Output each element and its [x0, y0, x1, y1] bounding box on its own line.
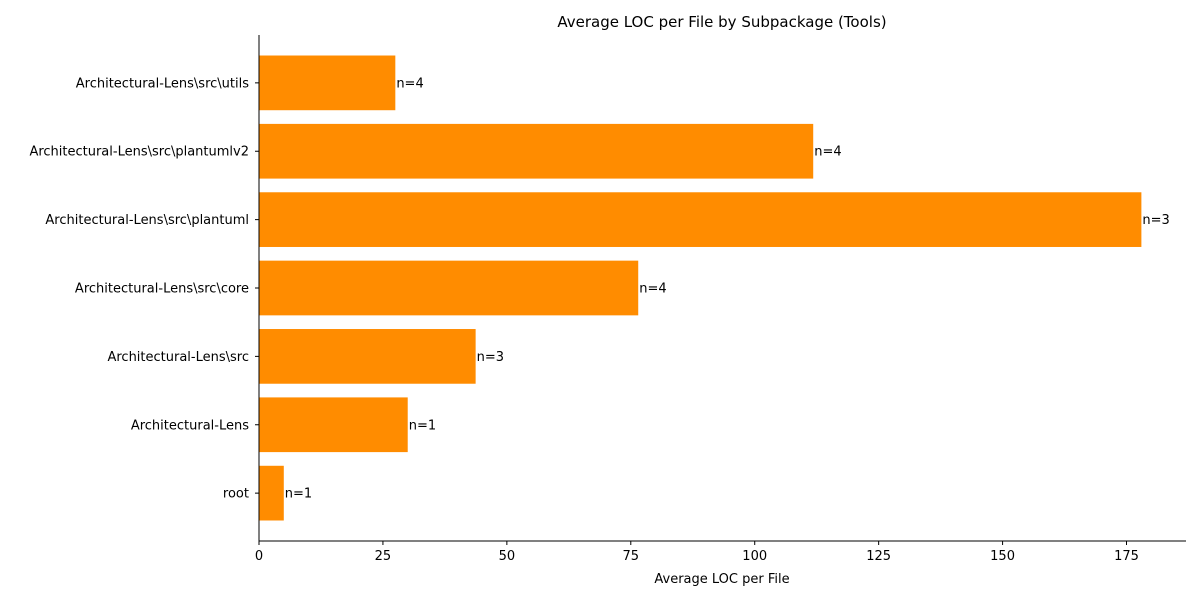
x-axis-label: Average LOC per File — [654, 572, 789, 587]
x-tick-label: 175 — [1114, 549, 1139, 564]
chart-title: Average LOC per File by Subpackage (Tool… — [557, 13, 886, 31]
x-tick-label: 0 — [255, 549, 263, 564]
x-tick-label: 100 — [742, 549, 767, 564]
x-tick-label: 75 — [623, 549, 640, 564]
x-tick-label: 150 — [990, 549, 1015, 564]
data-labels-layer: n=1 n=1 n=3 n=4 n=3 n=4 n=4 — [285, 76, 1170, 501]
y-tick-label: Architectural-Lens\src — [107, 350, 249, 365]
x-tick-label: 50 — [499, 549, 516, 564]
bar — [259, 397, 408, 453]
x-tick-label: 25 — [375, 549, 392, 564]
bar — [259, 329, 476, 384]
bar — [259, 192, 1142, 247]
bar-data-label: n=1 — [285, 487, 312, 502]
bar — [259, 55, 396, 111]
y-tick-label: Architectural-Lens\src\core — [75, 282, 249, 297]
bar — [259, 260, 639, 316]
y-tick-label: Architectural-Lens\src\utils — [76, 76, 249, 91]
bar — [259, 465, 284, 521]
bar-data-label: n=1 — [409, 418, 436, 433]
bar-data-label: n=3 — [1142, 213, 1169, 228]
bar-data-label: n=4 — [639, 282, 666, 297]
y-tick-label: Architectural-Lens\src\plantumlv2 — [29, 145, 249, 160]
bar-data-label: n=3 — [477, 350, 504, 365]
bar — [259, 123, 814, 179]
x-tick-label: 125 — [866, 549, 891, 564]
bar-data-label: n=4 — [814, 145, 841, 160]
bars-layer — [259, 55, 1142, 521]
y-tick-label: Architectural-Lens\src\plantuml — [45, 213, 249, 228]
bar-data-label: n=4 — [396, 76, 423, 91]
y-tick-label: Architectural-Lens — [131, 418, 249, 433]
axes-layer: root Architectural-Lens Architectural-Lens… — [29, 35, 1186, 564]
y-tick-label: root — [223, 487, 249, 502]
